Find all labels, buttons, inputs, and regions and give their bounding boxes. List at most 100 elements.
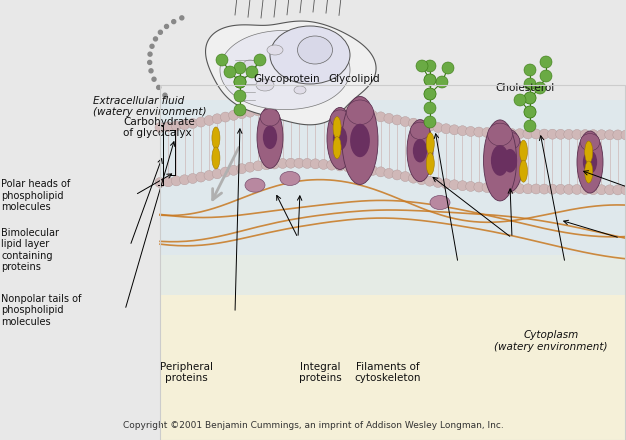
Circle shape: [572, 184, 582, 194]
Circle shape: [474, 127, 484, 137]
Ellipse shape: [297, 36, 332, 64]
Circle shape: [514, 94, 526, 106]
Circle shape: [613, 185, 623, 195]
Circle shape: [278, 158, 287, 169]
Circle shape: [261, 160, 271, 170]
Circle shape: [424, 102, 436, 114]
Ellipse shape: [327, 107, 353, 169]
Circle shape: [416, 60, 428, 72]
Text: Copyright ©2001 Benjamin Cummings, an imprint of Addison Wesley Longman, Inc.: Copyright ©2001 Benjamin Cummings, an im…: [123, 421, 503, 430]
Circle shape: [196, 117, 206, 127]
Ellipse shape: [245, 178, 265, 192]
Circle shape: [540, 70, 552, 82]
Circle shape: [234, 76, 246, 88]
Circle shape: [556, 129, 566, 139]
Circle shape: [172, 121, 182, 131]
Circle shape: [515, 183, 525, 194]
Circle shape: [498, 128, 508, 138]
Circle shape: [220, 112, 230, 122]
Bar: [160, 100, 626, 295]
Ellipse shape: [212, 147, 220, 169]
Circle shape: [220, 167, 230, 177]
Circle shape: [172, 176, 182, 186]
Circle shape: [246, 66, 258, 78]
Circle shape: [441, 179, 451, 189]
Circle shape: [621, 185, 626, 195]
Circle shape: [466, 181, 476, 191]
Circle shape: [188, 118, 198, 128]
Circle shape: [392, 170, 402, 180]
Ellipse shape: [256, 79, 274, 91]
Circle shape: [547, 184, 557, 194]
Ellipse shape: [212, 127, 220, 149]
Ellipse shape: [483, 120, 516, 201]
Ellipse shape: [267, 45, 283, 55]
Circle shape: [547, 129, 557, 139]
Ellipse shape: [488, 123, 512, 146]
Circle shape: [597, 130, 607, 140]
Circle shape: [148, 60, 151, 64]
Circle shape: [319, 159, 329, 169]
Circle shape: [155, 122, 165, 132]
Circle shape: [524, 78, 536, 90]
Circle shape: [556, 184, 566, 194]
Circle shape: [163, 177, 173, 187]
Circle shape: [458, 181, 468, 191]
Circle shape: [158, 30, 162, 34]
Circle shape: [424, 60, 436, 72]
Text: Carbohydrate
of glycocalyx: Carbohydrate of glycocalyx: [123, 117, 195, 139]
Circle shape: [458, 126, 468, 136]
Circle shape: [490, 183, 500, 193]
Ellipse shape: [585, 141, 593, 163]
Ellipse shape: [331, 110, 350, 127]
Circle shape: [605, 185, 615, 195]
Circle shape: [319, 104, 329, 114]
Circle shape: [498, 183, 508, 193]
Circle shape: [172, 20, 176, 24]
Text: Bimolecular
lipid layer
containing
proteins: Bimolecular lipid layer containing prote…: [1, 227, 59, 272]
Circle shape: [234, 62, 246, 74]
Circle shape: [234, 104, 246, 116]
Text: Peripheral
proteins: Peripheral proteins: [160, 362, 213, 383]
Circle shape: [180, 16, 184, 20]
Circle shape: [234, 76, 246, 88]
Circle shape: [359, 164, 369, 174]
Circle shape: [524, 64, 536, 76]
Circle shape: [515, 128, 525, 139]
Circle shape: [196, 172, 206, 182]
Circle shape: [524, 106, 536, 118]
Ellipse shape: [585, 161, 593, 183]
Circle shape: [436, 76, 448, 88]
Circle shape: [534, 82, 546, 94]
Circle shape: [359, 109, 369, 119]
Ellipse shape: [491, 145, 509, 176]
Circle shape: [400, 117, 410, 127]
Circle shape: [524, 92, 536, 104]
Polygon shape: [205, 21, 376, 125]
Circle shape: [245, 107, 255, 117]
Circle shape: [212, 114, 222, 124]
Ellipse shape: [350, 124, 370, 157]
Bar: [160, 255, 626, 440]
Circle shape: [302, 103, 312, 114]
Circle shape: [351, 163, 361, 173]
Circle shape: [149, 69, 153, 73]
FancyArrowPatch shape: [213, 147, 239, 200]
Ellipse shape: [294, 86, 306, 94]
Circle shape: [474, 182, 484, 192]
Text: Glycoprotein: Glycoprotein: [254, 74, 320, 84]
Circle shape: [294, 158, 304, 168]
Circle shape: [253, 161, 263, 171]
Circle shape: [234, 76, 246, 88]
Circle shape: [204, 170, 214, 180]
Circle shape: [466, 126, 476, 136]
Ellipse shape: [520, 160, 528, 182]
Circle shape: [253, 106, 263, 116]
Circle shape: [294, 103, 304, 113]
Circle shape: [531, 184, 541, 194]
Bar: [160, 85, 625, 440]
Circle shape: [482, 128, 492, 138]
Circle shape: [564, 184, 574, 194]
Circle shape: [524, 120, 536, 132]
Circle shape: [539, 129, 549, 139]
